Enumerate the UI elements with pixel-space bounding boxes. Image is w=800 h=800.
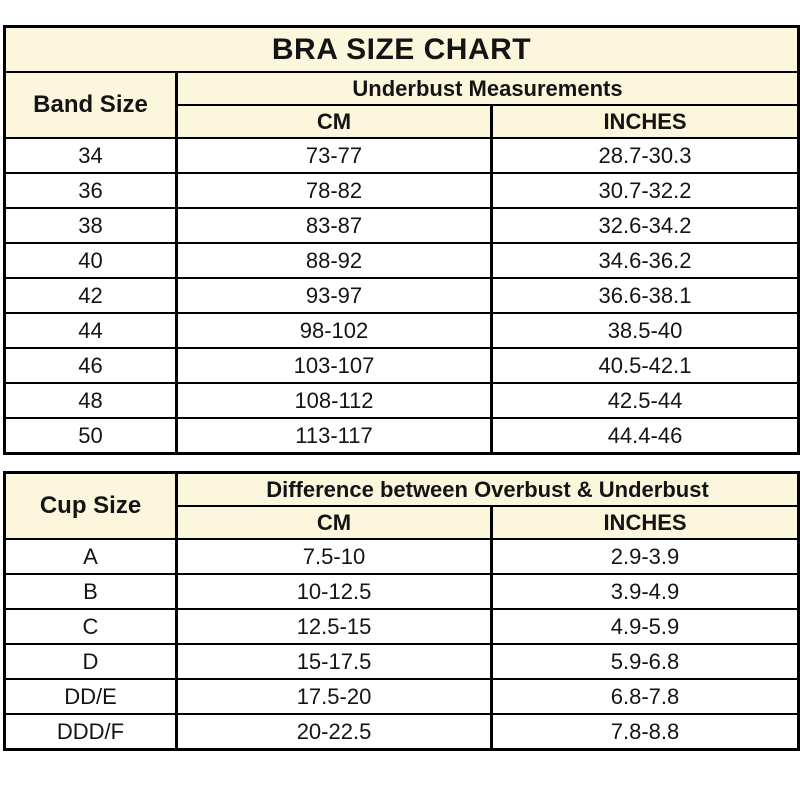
- inches-value: 32.6-34.2: [490, 207, 800, 244]
- inches-value: 2.9-3.9: [489, 538, 800, 575]
- inches-column-header: INCHES: [489, 505, 800, 540]
- inches-value: 7.8-8.8: [489, 713, 800, 751]
- band-size-value: 44: [3, 312, 178, 349]
- cm-value: 113-117: [175, 417, 493, 455]
- cm-value: 88-92: [175, 242, 493, 279]
- band-size-value: 34: [3, 137, 178, 174]
- cup-size-value: DD/E: [3, 678, 178, 715]
- table-row: 48 108-112 42.5-44: [3, 382, 800, 419]
- band-size-value: 40: [3, 242, 178, 279]
- title-row: BRA SIZE CHART: [3, 25, 800, 73]
- cm-value: 7.5-10: [175, 538, 493, 575]
- group-header-row: Cup Size Difference between Overbust & U…: [3, 471, 800, 540]
- table-row: D 15-17.5 5.9-6.8: [3, 643, 800, 680]
- table-row: C 12.5-15 4.9-5.9: [3, 608, 800, 645]
- cup-size-value: D: [3, 643, 178, 680]
- table-row: 34 73-77 28.7-30.3: [3, 137, 800, 174]
- cm-value: 93-97: [175, 277, 493, 314]
- cm-value: 73-77: [175, 137, 493, 174]
- column-header-row: CM INCHES: [5, 104, 800, 139]
- difference-overbust-underbust-header: Difference between Overbust & Underbust: [174, 471, 800, 507]
- inches-value: 38.5-40: [490, 312, 800, 349]
- band-size-value: 50: [3, 417, 178, 455]
- inches-value: 6.8-7.8: [489, 678, 800, 715]
- band-size-value: 36: [3, 172, 178, 209]
- page-title: BRA SIZE CHART: [3, 25, 800, 73]
- table-row: 38 83-87 32.6-34.2: [3, 207, 800, 244]
- table-row: 40 88-92 34.6-36.2: [3, 242, 800, 279]
- group-header-row: Band Size Underbust Measurements: [3, 71, 800, 139]
- table-row: A 7.5-10 2.9-3.9: [3, 538, 800, 575]
- inches-value: 4.9-5.9: [489, 608, 800, 645]
- table-row: 50 113-117 44.4-46: [3, 417, 800, 455]
- cm-value: 12.5-15: [175, 608, 493, 645]
- cm-value: 98-102: [175, 312, 493, 349]
- band-size-table: BRA SIZE CHART Band Size Underbust Measu…: [3, 25, 800, 455]
- inches-value: 3.9-4.9: [489, 573, 800, 610]
- inches-value: 28.7-30.3: [490, 137, 800, 174]
- cup-size-value: DDD/F: [3, 713, 178, 751]
- inches-value: 36.6-38.1: [490, 277, 800, 314]
- cm-value: 10-12.5: [175, 573, 493, 610]
- cup-size-table: Cup Size Difference between Overbust & U…: [3, 471, 800, 751]
- table-row: DD/E 17.5-20 6.8-7.8: [3, 678, 800, 715]
- band-size-value: 42: [3, 277, 178, 314]
- cup-size-column-header: Cup Size: [3, 471, 178, 540]
- band-size-column-header: Band Size: [3, 71, 178, 139]
- inches-value: 42.5-44: [490, 382, 800, 419]
- cm-value: 15-17.5: [175, 643, 493, 680]
- band-size-value: 48: [3, 382, 178, 419]
- inches-value: 44.4-46: [490, 417, 800, 455]
- table-row: 42 93-97 36.6-38.1: [3, 277, 800, 314]
- cup-size-value: B: [3, 573, 178, 610]
- band-size-value: 38: [3, 207, 178, 244]
- cm-column-header: CM: [175, 505, 493, 540]
- cup-size-value: C: [3, 608, 178, 645]
- table-row: 46 103-107 40.5-42.1: [3, 347, 800, 384]
- inches-value: 34.6-36.2: [490, 242, 800, 279]
- inches-value: 5.9-6.8: [489, 643, 800, 680]
- cm-value: 108-112: [175, 382, 493, 419]
- cm-value: 83-87: [175, 207, 493, 244]
- band-size-value: 46: [3, 347, 178, 384]
- inches-value: 30.7-32.2: [490, 172, 800, 209]
- table-row: 36 78-82 30.7-32.2: [3, 172, 800, 209]
- cm-value: 17.5-20: [175, 678, 493, 715]
- inches-column-header: INCHES: [490, 104, 800, 139]
- cm-column-header: CM: [175, 104, 493, 139]
- table-row: DDD/F 20-22.5 7.8-8.8: [3, 713, 800, 751]
- table-row: 44 98-102 38.5-40: [3, 312, 800, 349]
- cm-value: 103-107: [175, 347, 493, 384]
- cm-value: 20-22.5: [175, 713, 493, 751]
- cm-value: 78-82: [175, 172, 493, 209]
- table-row: B 10-12.5 3.9-4.9: [3, 573, 800, 610]
- inches-value: 40.5-42.1: [490, 347, 800, 384]
- cup-size-value: A: [3, 538, 178, 575]
- underbust-measurements-header: Underbust Measurements: [175, 71, 800, 106]
- column-header-row: CM INCHES: [5, 505, 800, 540]
